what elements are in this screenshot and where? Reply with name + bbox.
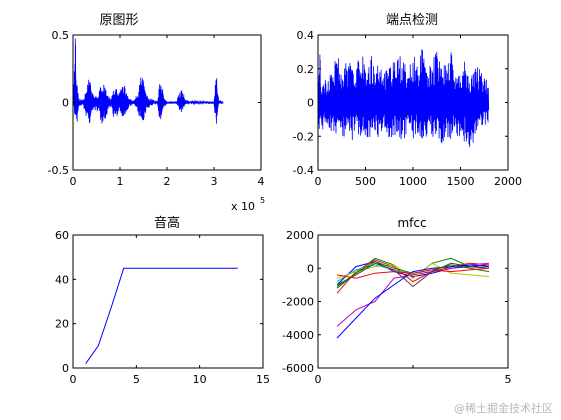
chart-title: 端点检测: [386, 13, 438, 28]
x-tick-label: 0: [70, 175, 77, 188]
y-tick-label: 0: [62, 362, 69, 375]
watermark: @稀土掘金技术社区: [454, 402, 553, 415]
plot-lines: [317, 49, 490, 148]
y-tick-label: 60: [55, 229, 69, 242]
waveform-series: [317, 49, 490, 148]
x-tick-label: 10: [193, 373, 207, 386]
y-tick-label: 2000: [286, 229, 314, 242]
axis-ticks: 0 5 10 15 0 20 40 60: [55, 229, 270, 386]
x-tick-label: 1500: [447, 175, 475, 188]
x-multiplier-exponent: 5: [260, 196, 265, 205]
plot-frame: [317, 234, 509, 369]
x-tick-label: 0: [315, 175, 322, 188]
y-tick-label: 0: [307, 262, 314, 275]
series-line: [336, 264, 490, 339]
y-tick-label: 0.2: [297, 63, 315, 76]
y-tick-label: -0.2: [293, 130, 314, 143]
y-tick-label: 0.4: [297, 29, 315, 42]
x-tick-label: 5: [505, 373, 512, 386]
panel-pitch: 音高 0 5 10 15 0 20 40 60: [55, 215, 270, 386]
plot-frame: [317, 34, 509, 171]
x-tick-label: 4: [258, 175, 265, 188]
x-tick-label: 3: [211, 175, 218, 188]
x-tick-label: 0: [315, 373, 322, 386]
x-tick-label: 2: [164, 175, 171, 188]
series-line: [336, 259, 490, 294]
plot-frame: [72, 34, 262, 171]
chart-title: 原图形: [99, 13, 138, 28]
y-tick-label: 0: [307, 97, 314, 110]
plot-lines: [85, 267, 238, 364]
plot-lines: [336, 257, 490, 339]
chart-title: 音高: [154, 215, 180, 231]
y-tick-label: 20: [55, 318, 69, 331]
axis-ticks: 0 500 1000 1500 2000 -0.4 -0.2 0 0.2 0.4: [293, 29, 522, 188]
x-tick-label: 15: [256, 373, 270, 386]
plot-frame: [72, 234, 264, 369]
x-tick-label: 1: [117, 175, 124, 188]
x-multiplier-label: x 10: [231, 200, 255, 213]
panel-endpoint-detection: 端点检测 0 500 1000 1500 2000 -0.4 -0.2 0 0.2 0.4: [293, 13, 522, 188]
series-line: [85, 267, 238, 364]
plot-lines: [72, 38, 224, 124]
y-tick-label: 40: [55, 273, 69, 286]
panel-original-waveform: 原图形 0 1 2 3 4-0.500.5 x 10 5: [48, 13, 266, 213]
x-tick-label: 1000: [399, 175, 427, 188]
series-line: [336, 262, 490, 327]
chart-title: mfcc: [397, 216, 426, 230]
x-tick-label: 500: [355, 175, 376, 188]
y-tick-label: -0.5: [48, 164, 69, 177]
panel-mfcc: mfcc 0 5 -6000 -4000 -2000 0 2000: [282, 216, 511, 386]
y-tick-label: -4000: [282, 329, 314, 342]
x-tick-label: 5: [133, 373, 140, 386]
y-tick-label: -0.4: [293, 164, 314, 177]
y-tick-label: -6000: [282, 362, 314, 375]
x-tick-label: 0: [70, 373, 77, 386]
series-line: [336, 262, 490, 279]
y-tick-label: -2000: [282, 296, 314, 309]
x-tick-label: 2000: [494, 175, 522, 188]
waveform-series: [72, 38, 224, 124]
y-tick-label: 0: [62, 97, 69, 110]
series-line: [336, 267, 490, 279]
y-tick-label: 0.5: [52, 29, 70, 42]
